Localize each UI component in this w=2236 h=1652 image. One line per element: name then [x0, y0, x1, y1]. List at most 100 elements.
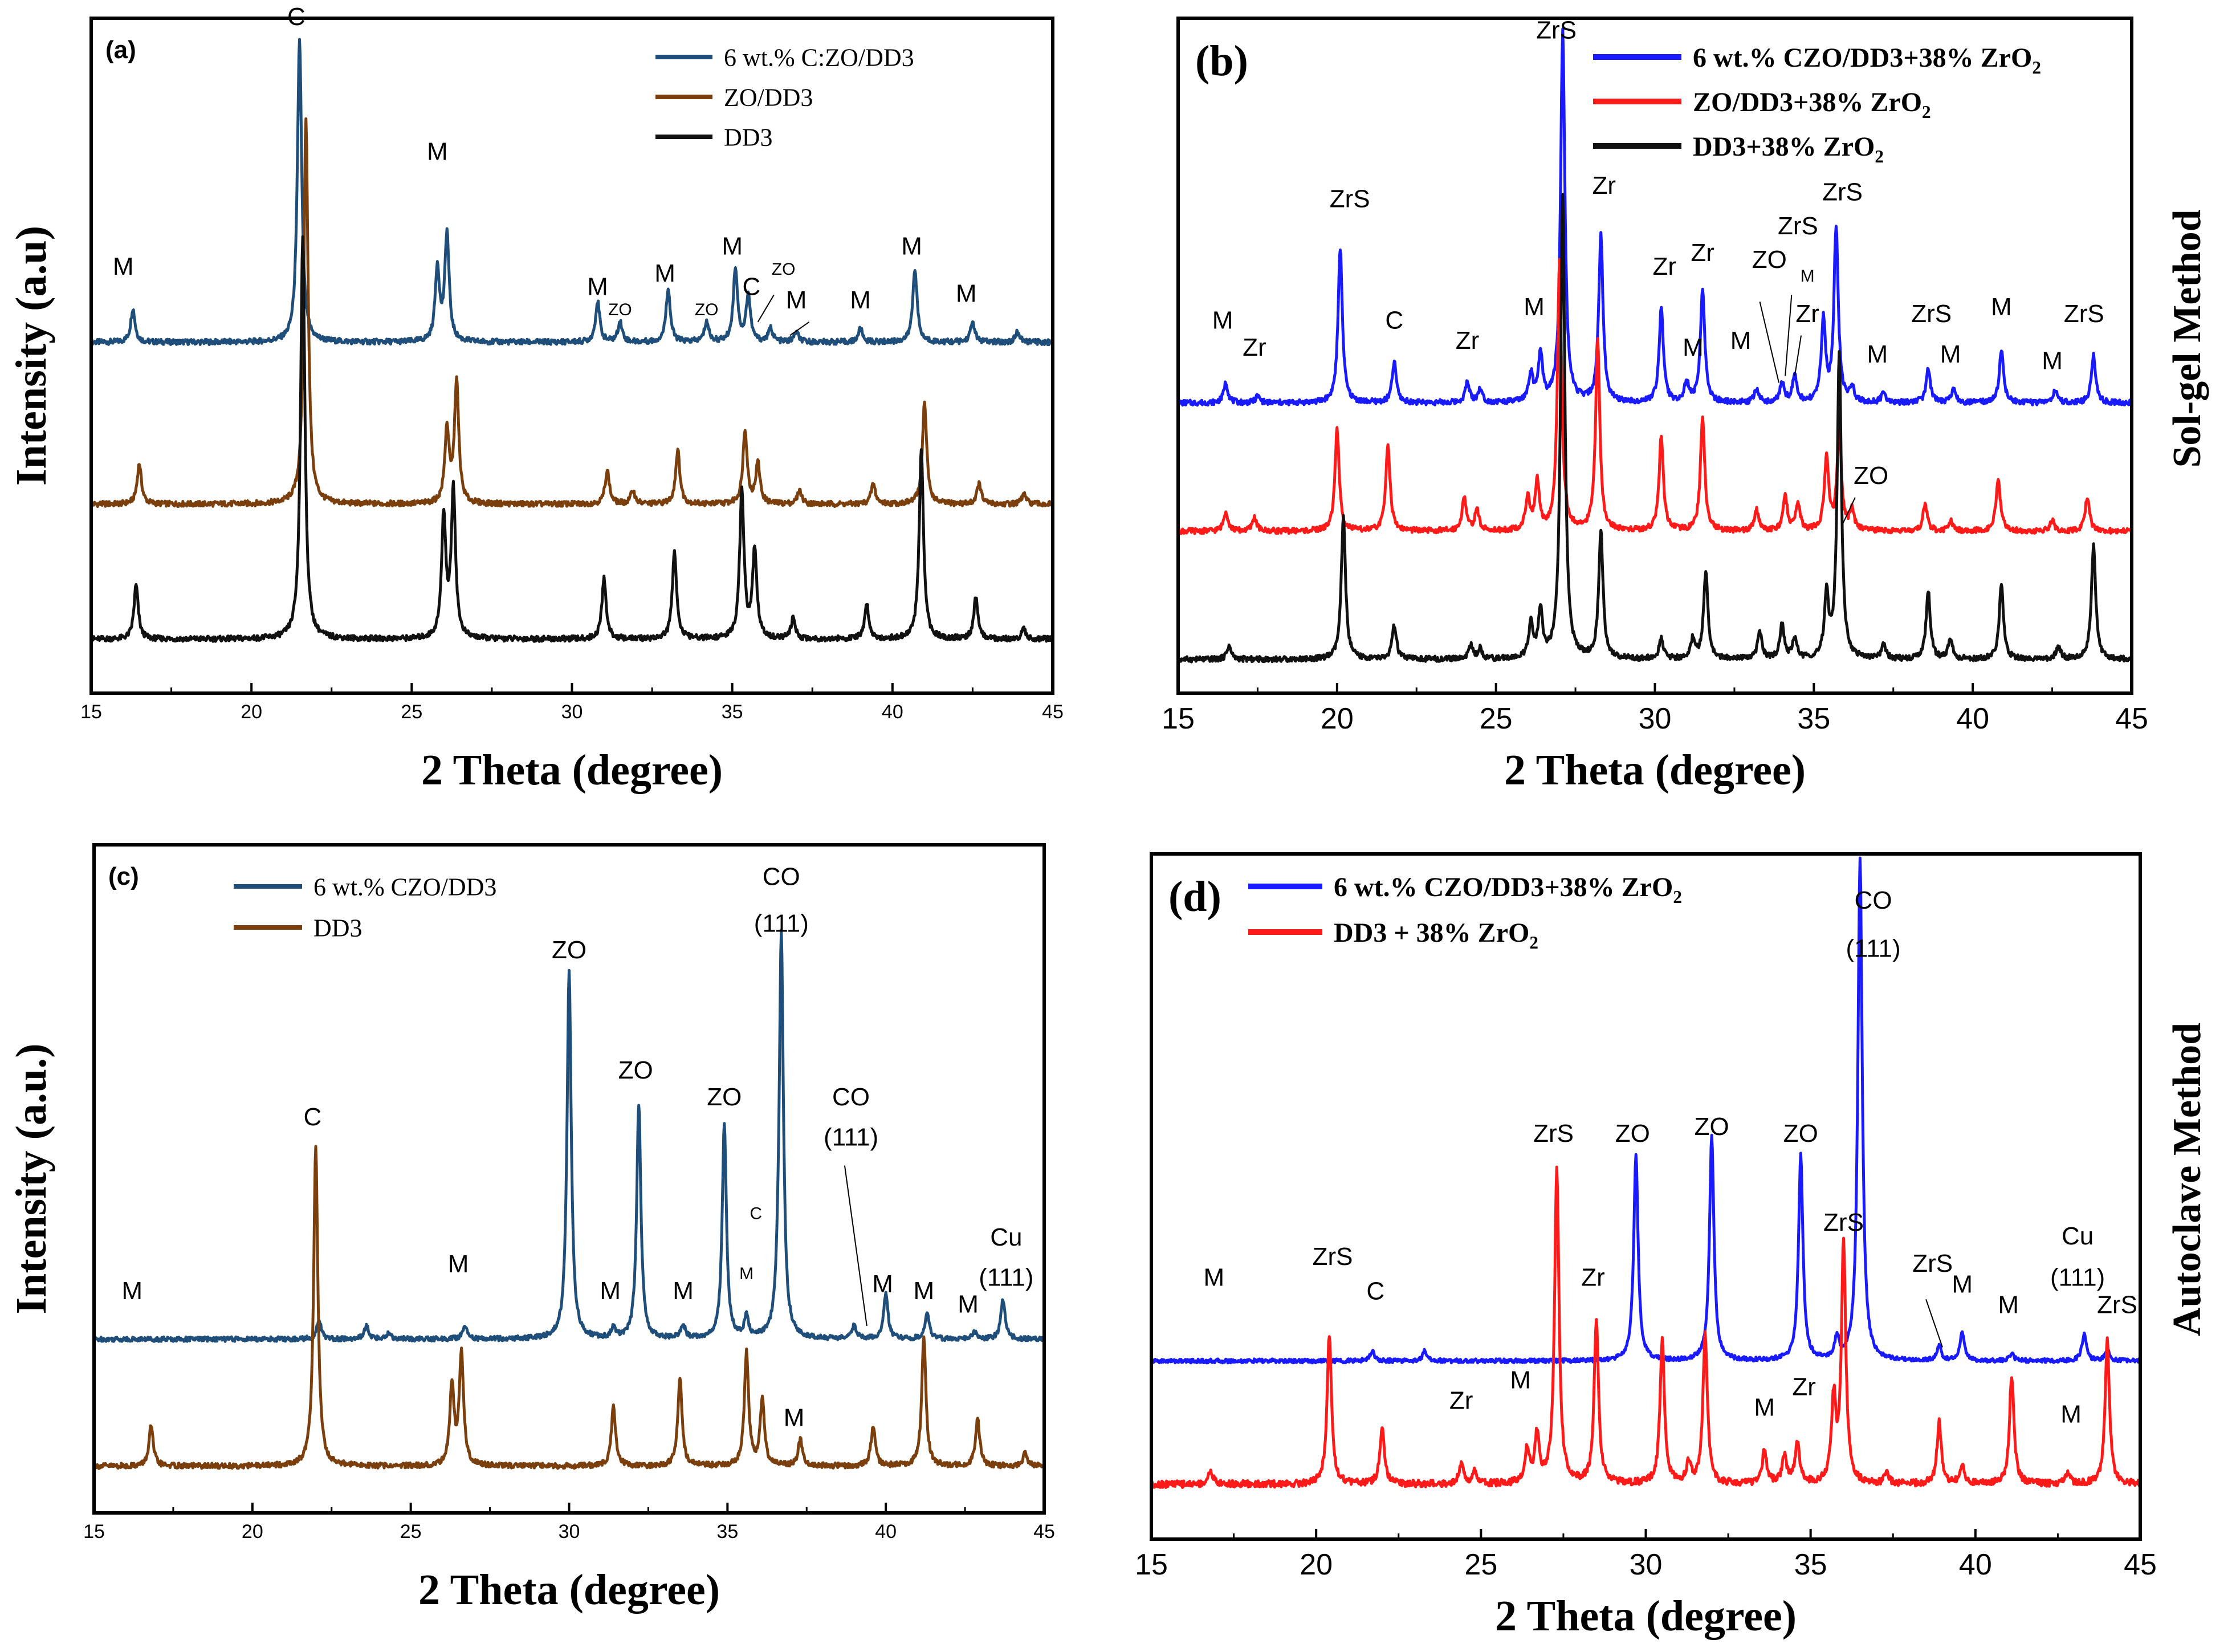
- peak-label: (111): [754, 909, 809, 937]
- peak-label: (111): [824, 1123, 878, 1151]
- legend-entry: 6 wt.% CZO/DD3+38% ZrO2: [1334, 872, 1682, 907]
- peak-label: M: [956, 279, 977, 307]
- legend: 6 wt.% C:ZO/DD3 ZO/DD3 DD3: [655, 43, 914, 151]
- legend-subscript: 2: [1529, 933, 1538, 953]
- peak-label: C: [1385, 307, 1403, 335]
- y-axis-label: Intensity (a.u.): [7, 1043, 55, 1314]
- peak-label: ZrS: [2097, 1291, 2137, 1319]
- x-tick-label: 45: [1033, 1521, 1055, 1543]
- panel-label: (c): [108, 862, 139, 890]
- peak-label: M: [1952, 1270, 1973, 1298]
- y-axis-label: Intensity (a.u): [7, 226, 55, 486]
- peak-label: M: [113, 253, 134, 280]
- peak-label: Zr: [1792, 1373, 1816, 1401]
- peak-label: C: [1366, 1277, 1384, 1305]
- legend-subscript: 2: [2032, 58, 2041, 78]
- peak-label: CO: [1855, 886, 1892, 914]
- series-line: [92, 1145, 1046, 1470]
- peak-label: M: [1940, 340, 1961, 368]
- x-axis-label: 2 Theta (degree): [418, 1566, 720, 1614]
- x-tick-label: 30: [559, 1521, 580, 1543]
- legend-entry: 6 wt.% CZO/DD3+38% ZrO2: [1693, 43, 2041, 78]
- x-tick-label: 40: [875, 1521, 897, 1543]
- method-label: Autoclave Method: [2165, 1023, 2209, 1336]
- peak-label: M: [600, 1277, 621, 1305]
- peak-label: M: [1991, 293, 2012, 321]
- x-tick-label: 15: [1135, 1548, 1168, 1581]
- peak-label: M: [1730, 327, 1752, 355]
- x-tick-label: 35: [722, 701, 743, 723]
- x-tick-label: 45: [2115, 702, 2148, 735]
- peak-label: ZrS: [1533, 1120, 1574, 1148]
- peak-label: M: [121, 1277, 142, 1305]
- peak-label: M: [1801, 267, 1815, 286]
- x-tick-label: 35: [1794, 1548, 1827, 1581]
- legend-entry: 6 wt.% C:ZO/DD3: [724, 43, 914, 71]
- x-tick-label: 25: [1464, 1548, 1497, 1581]
- series-line: [1150, 1165, 2142, 1489]
- peak-label: (111): [979, 1264, 1033, 1292]
- peak-label: M: [448, 1250, 469, 1278]
- peak-label: ZO: [707, 1083, 742, 1111]
- legend-entry: ZO/DD3+38% ZrO2: [1693, 87, 1931, 122]
- x-tick-label: 30: [561, 701, 583, 723]
- x-axis-label: 2 Theta (degree): [1495, 1592, 1797, 1640]
- peak-label: ZrS: [1536, 17, 1577, 44]
- peak-label: M: [587, 272, 608, 300]
- series-line: [89, 117, 1054, 508]
- series-line: [93, 929, 1046, 1343]
- x-axis-label: 2 Theta (degree): [421, 746, 723, 794]
- peak-label: M: [1998, 1291, 2019, 1319]
- legend: 6 wt.% CZO/DD3+38% ZrO2 ZO/DD3+38% ZrO2 DD…: [1593, 43, 2041, 166]
- x-tick-label: 20: [1321, 702, 1354, 735]
- peak-label: M: [427, 138, 448, 166]
- x-tick-label: 15: [80, 701, 102, 723]
- series-line: [1150, 856, 2142, 1365]
- peak-label: M: [1524, 293, 1545, 321]
- peak-label: ZO: [1854, 462, 1888, 490]
- legend-subscript: 2: [1875, 147, 1884, 166]
- peak-label: ZrS: [1778, 212, 1818, 240]
- leader-line: [844, 1165, 867, 1326]
- x-tick-label: 45: [2124, 1548, 2157, 1581]
- peak-label: M: [1683, 333, 1704, 361]
- panel-b-chart: MZrZrSCZrMZrSZrZrMZrMZOZrSMZrZrSMZrSMMMZ…: [1162, 17, 2209, 794]
- peak-label: ZO: [1752, 246, 1787, 274]
- leader-line: [1794, 335, 1802, 376]
- peak-label: ZrS: [1823, 1209, 1864, 1236]
- peak-label: (111): [2050, 1263, 2105, 1291]
- x-tick-label: 30: [1639, 702, 1672, 735]
- x-tick-label: 40: [1956, 702, 1989, 735]
- peak-label: C: [750, 1204, 763, 1223]
- peak-label: M: [958, 1290, 979, 1318]
- peak-label: M: [1867, 340, 1888, 368]
- legend-subscript: 2: [1673, 887, 1682, 907]
- legend: 6 wt.% CZO/DD3+38% ZrO2 DD3 + 38% ZrO2: [1248, 872, 1682, 953]
- peak-label: M: [850, 286, 871, 314]
- x-tick-label: 40: [882, 701, 903, 723]
- legend-entry: 6 wt.% CZO/DD3: [313, 873, 496, 901]
- peak-label: Zr: [1243, 333, 1266, 361]
- peak-label: ZrS: [1911, 300, 1952, 328]
- series-line: [90, 235, 1054, 643]
- peak-label: Zr: [1691, 239, 1714, 267]
- legend-subscript: 2: [1922, 102, 1931, 122]
- x-tick-label: 15: [83, 1521, 105, 1543]
- panel-label: (a): [105, 36, 136, 64]
- peak-label: ZO: [772, 260, 796, 279]
- peak-label: ZO: [552, 936, 587, 964]
- panel-label: (d): [1168, 873, 1221, 921]
- peak-label: Cu: [2062, 1222, 2094, 1250]
- peak-label: C: [304, 1103, 322, 1131]
- peak-label: ZO: [695, 300, 719, 319]
- x-axis-label: 2 Theta (degree): [1504, 746, 1806, 794]
- peak-label: Zr: [1652, 253, 1676, 280]
- peak-label: Zr: [1795, 300, 1819, 328]
- peak-label: ZO: [1615, 1120, 1650, 1148]
- peak-label: M: [1212, 307, 1233, 335]
- peak-label: M: [1754, 1394, 1775, 1422]
- method-label: Sol-gel Method: [2165, 209, 2209, 467]
- series-line: [1177, 27, 2133, 407]
